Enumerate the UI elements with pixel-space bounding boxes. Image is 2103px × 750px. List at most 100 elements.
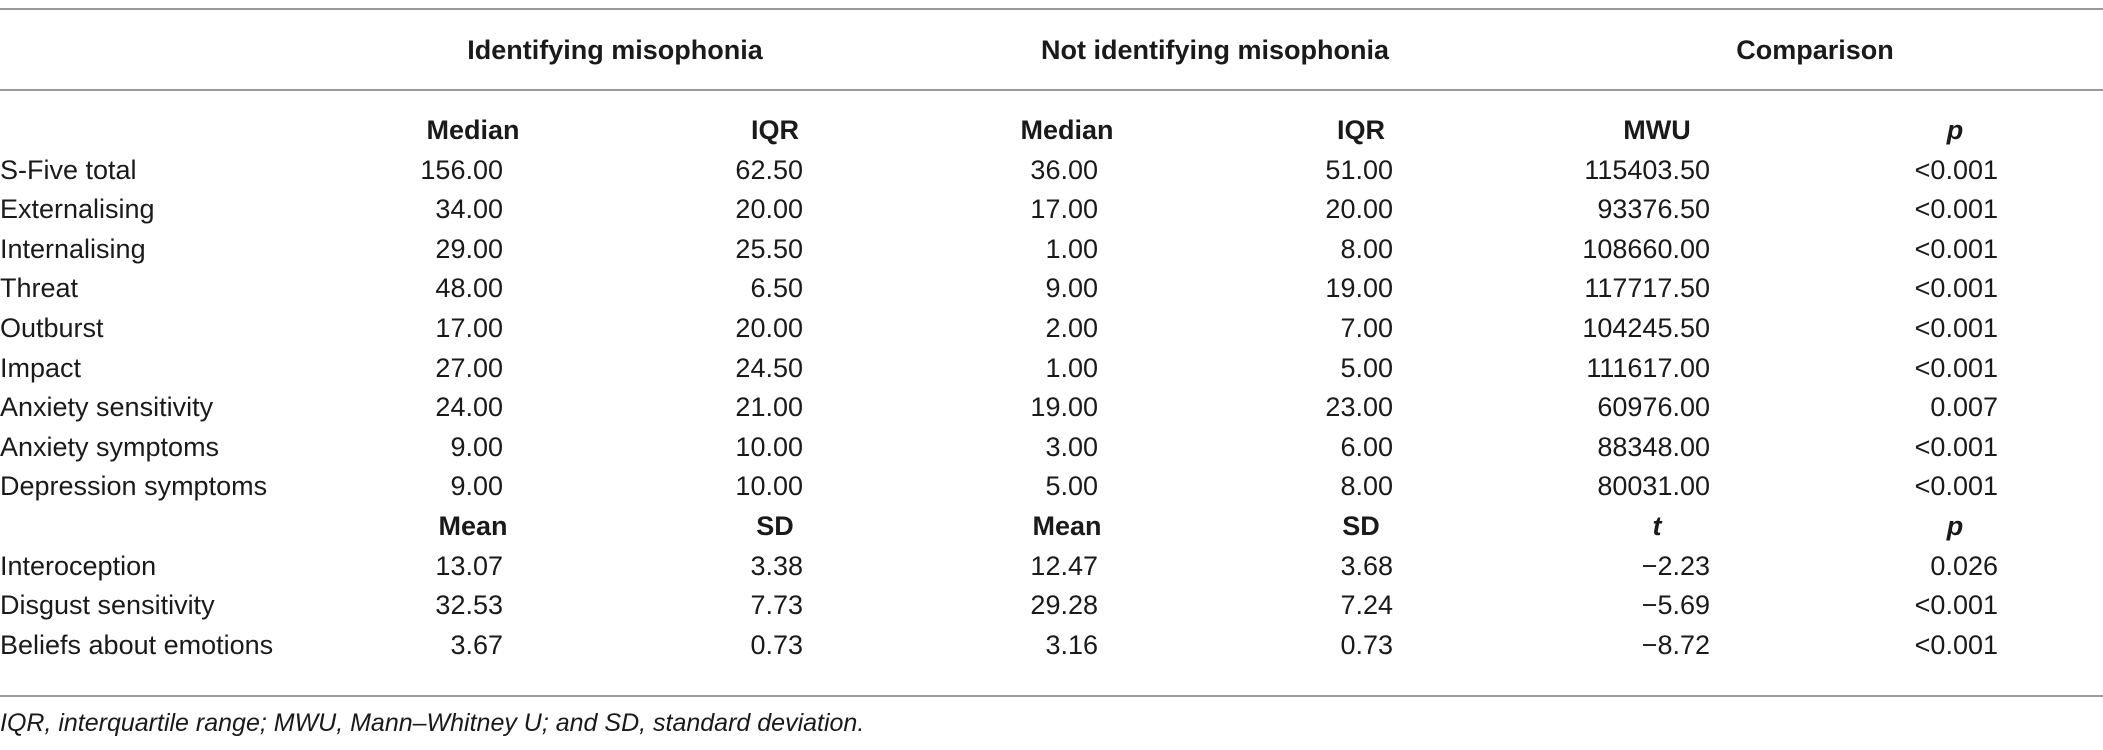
table-cell: 29.00 xyxy=(435,233,503,264)
column-header-sd: SD xyxy=(1342,511,1380,541)
table-cell: 1.00 xyxy=(1045,352,1098,383)
table-cell: <0.001 xyxy=(1914,431,1998,462)
table-cell: 0.007 xyxy=(1930,392,1998,423)
table-cell: 5.00 xyxy=(1045,471,1098,502)
table-cell: 60976.00 xyxy=(1597,392,1710,423)
table-cell: 62.50 xyxy=(735,154,803,185)
table-cell: 117717.50 xyxy=(1584,273,1710,304)
table-cell: 24.50 xyxy=(735,352,803,383)
table-cell: 8.00 xyxy=(1340,471,1393,502)
table-cell: 93376.50 xyxy=(1597,194,1710,225)
table-cell: 19.00 xyxy=(1030,392,1098,423)
table-cell: 13.07 xyxy=(435,550,503,581)
table-cell: 5.00 xyxy=(1340,352,1393,383)
table-cell: <0.001 xyxy=(1914,352,1998,383)
table-cell: 27.00 xyxy=(435,352,503,383)
table-cell: −2.23 xyxy=(1641,550,1710,581)
table-cell: <0.001 xyxy=(1914,313,1998,343)
table-cell: <0.001 xyxy=(1914,273,1998,304)
table-cell: 3.00 xyxy=(1045,431,1098,462)
table-cell: 8.00 xyxy=(1340,233,1393,264)
row-label: Outburst xyxy=(0,313,104,343)
table-cell: 108660.00 xyxy=(1582,233,1710,264)
table-cell: 9.00 xyxy=(450,431,503,462)
column-header-mwu: MWU xyxy=(1623,115,1691,145)
group-header-identifying: Identifying misophonia xyxy=(467,35,763,65)
column-header-median: Median xyxy=(1020,115,1114,145)
table-cell: 3.68 xyxy=(1340,550,1393,581)
table-cell: 51.00 xyxy=(1325,154,1393,185)
table-cell: 23.00 xyxy=(1325,392,1393,423)
table-footnote: IQR, interquartile range; MWU, Mann–Whit… xyxy=(0,709,865,737)
table-cell: 9.00 xyxy=(1045,273,1098,304)
column-header-mean: Mean xyxy=(1032,511,1102,541)
group-header-comparison: Comparison xyxy=(1736,35,1894,65)
header-rule xyxy=(0,89,2103,91)
table-cell: 48.00 xyxy=(435,273,503,304)
table-cell: 3.67 xyxy=(450,629,503,660)
top-rule xyxy=(0,8,2103,10)
table-cell: 3.38 xyxy=(750,550,803,581)
table-cell: <0.001 xyxy=(1914,233,1998,264)
table-cell: 0.73 xyxy=(750,629,803,660)
row-label: Impact xyxy=(0,352,82,383)
table-cell: 20.00 xyxy=(735,313,803,343)
row-label: Anxiety sensitivity xyxy=(0,392,214,423)
row-label: Internalising xyxy=(0,233,146,264)
column-header-mean: Mean xyxy=(438,511,508,541)
column-header-iqr: IQR xyxy=(1336,115,1385,145)
row-label: Threat xyxy=(0,273,79,304)
table-cell: 80031.00 xyxy=(1597,471,1710,502)
table-cell: −8.72 xyxy=(1641,629,1710,660)
column-header-median: Median xyxy=(426,115,520,145)
column-header-p: p xyxy=(1946,511,1964,541)
table-cell: 111617.00 xyxy=(1586,352,1710,383)
table-cell: <0.001 xyxy=(1914,154,1998,185)
group-header-not-identifying: Not identifying misophonia xyxy=(1041,35,1389,65)
table-cell: 36.00 xyxy=(1030,154,1098,185)
table-cell: 29.28 xyxy=(1030,590,1098,621)
table-cell: 0.73 xyxy=(1340,629,1393,660)
row-label: Disgust sensitivity xyxy=(0,590,215,621)
table-cell: 21.00 xyxy=(735,392,803,423)
table-cell: 20.00 xyxy=(1325,194,1393,225)
table-cell: <0.001 xyxy=(1914,629,1998,660)
bottom-rule xyxy=(0,695,2103,697)
table-cell: 32.53 xyxy=(435,590,503,621)
table-cell: 88348.00 xyxy=(1597,431,1710,462)
table-cell: 10.00 xyxy=(735,471,803,502)
row-label: Anxiety symptoms xyxy=(0,431,220,462)
table-cell: 12.47 xyxy=(1030,550,1098,581)
column-header-p: p xyxy=(1946,115,1964,145)
table-cell: 24.00 xyxy=(435,392,503,423)
table-cell: 7.00 xyxy=(1340,313,1393,343)
row-label: Beliefs about emotions xyxy=(0,629,274,660)
table-cell: 2.00 xyxy=(1045,313,1098,343)
table-cell: 20.00 xyxy=(735,194,803,225)
row-label: Interoception xyxy=(0,550,157,581)
table-cell: −5.69 xyxy=(1641,590,1710,621)
table-cell: 6.00 xyxy=(1340,431,1393,462)
table-cell: 17.00 xyxy=(435,313,503,343)
table-cell: 34.00 xyxy=(435,194,503,225)
table-cell: <0.001 xyxy=(1914,471,1998,502)
table-cell: 104245.50 xyxy=(1582,313,1710,343)
table-cell: 19.00 xyxy=(1325,273,1393,304)
table-cell: 10.00 xyxy=(735,431,803,462)
table-cell: 3.16 xyxy=(1045,629,1098,660)
row-label: Externalising xyxy=(0,194,155,225)
table-cell: 156.00 xyxy=(420,154,503,185)
table-cell: 17.00 xyxy=(1030,194,1098,225)
table-cell: 25.50 xyxy=(735,233,803,264)
table-cell: 7.24 xyxy=(1340,590,1393,621)
column-header-t: t xyxy=(1652,511,1662,541)
table-cell: <0.001 xyxy=(1914,194,1998,225)
column-header-sd: SD xyxy=(756,511,794,541)
table-cell: 6.50 xyxy=(750,273,803,304)
table-cell: <0.001 xyxy=(1914,590,1998,621)
table-cell: 9.00 xyxy=(450,471,503,502)
table-cell: 1.00 xyxy=(1045,233,1098,264)
table-cell: 7.73 xyxy=(750,590,803,621)
column-header-iqr: IQR xyxy=(750,115,799,145)
